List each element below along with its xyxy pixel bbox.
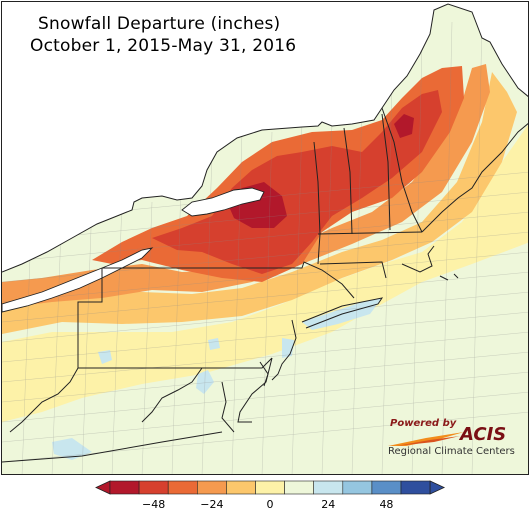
legend-swatch: [255, 480, 285, 495]
map-frame: Snowfall Departure (inches) October 1, 2…: [1, 1, 529, 475]
legend-swatch: [400, 480, 431, 495]
legend-tick-label: 24: [321, 498, 335, 511]
acis-powered-by: Powered by: [390, 418, 457, 429]
legend-tick-labels: −48 −24 0 24 48: [142, 498, 393, 511]
map-title-line1: Snowfall Departure (inches): [38, 14, 281, 34]
acis-logo: Powered by ACIS Regional Climate Centers: [386, 416, 518, 462]
legend-swatch: [313, 480, 344, 495]
snowfall-departure-map: [2, 3, 528, 474]
color-legend: −48 −24 0 24 48: [95, 480, 446, 511]
legend-swatch: [226, 480, 256, 495]
legend-tick-label: −24: [200, 498, 223, 511]
legend-tick-label: 48: [379, 498, 393, 511]
land-mass: [2, 4, 528, 474]
legend-swatch: [109, 480, 140, 495]
legend-tick-label: 0: [267, 498, 274, 511]
legend-swatch: [167, 480, 198, 495]
legend-arrow-low: [95, 480, 111, 495]
legend-swatch: [284, 480, 315, 495]
legend-swatch: [138, 480, 169, 495]
great-lakes: [2, 187, 265, 313]
acis-subtitle: Regional Climate Centers: [388, 446, 515, 457]
acis-swoosh-icon: [388, 432, 464, 446]
legend-tick-label: −48: [142, 498, 165, 511]
acis-name: ACIS: [460, 424, 507, 445]
map-title-line2: October 1, 2015-May 31, 2016: [30, 36, 297, 56]
legend-arrow-high: [429, 480, 446, 495]
legend-swatch: [342, 480, 373, 495]
legend-swatch: [197, 480, 227, 495]
legend-color-bar: [95, 480, 446, 495]
county-lines: [2, 21, 528, 474]
legend-swatch: [371, 480, 402, 495]
state-boundaries: [2, 3, 528, 463]
